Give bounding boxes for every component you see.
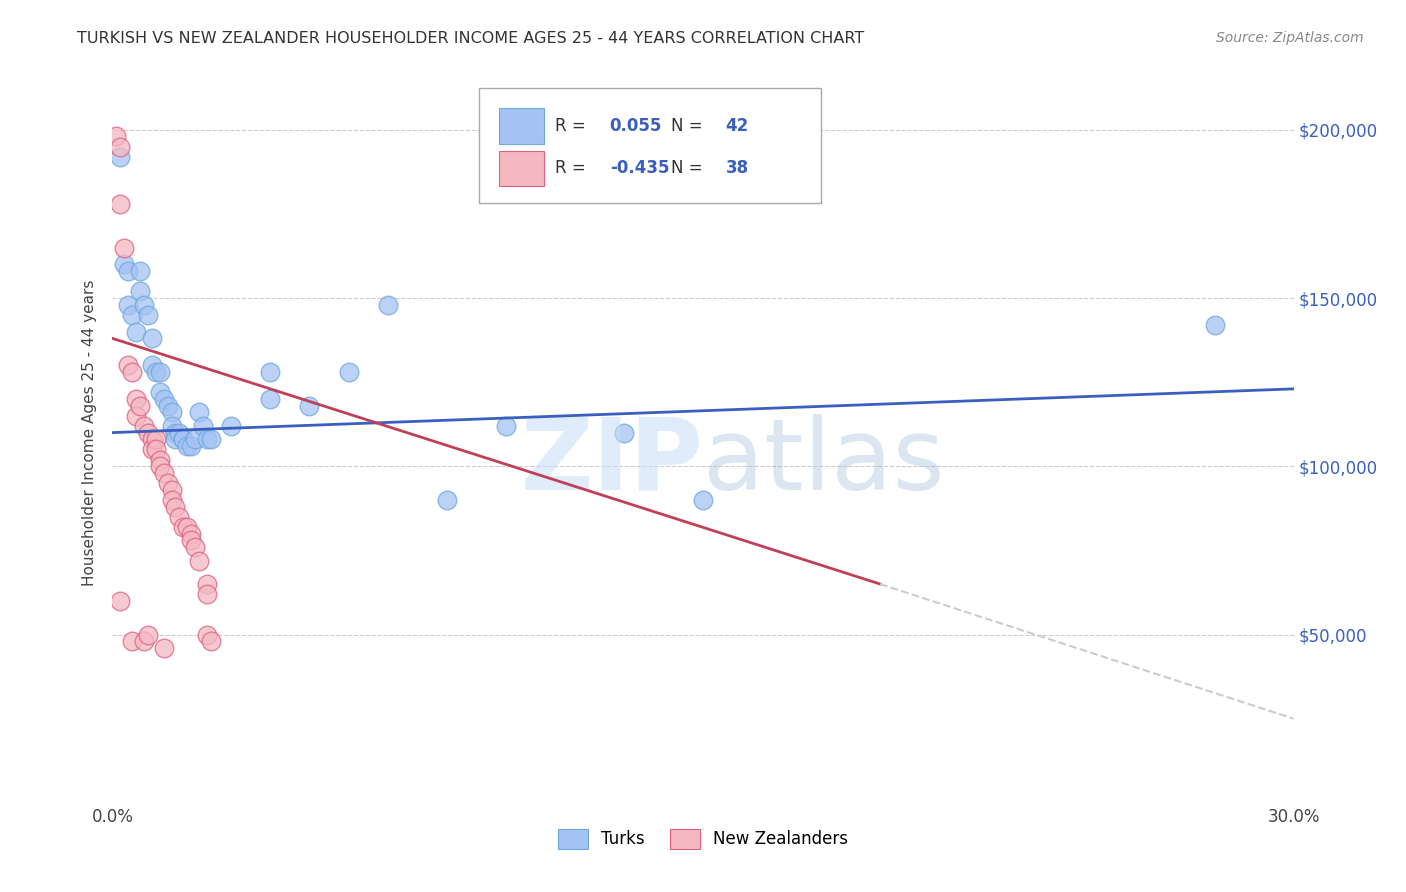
Point [1204,318,1226,332]
Point [125,325,148,339]
Point [495,418,517,433]
Text: -0.435: -0.435 [610,160,669,178]
Point [172,520,194,534]
Point [110,196,132,211]
Point [195,577,218,591]
Point [436,492,458,507]
Point [136,627,159,641]
Text: 42: 42 [725,117,748,135]
Point [112,257,135,271]
Point [141,433,163,447]
Point [165,425,187,440]
Point [156,476,179,491]
Point [188,553,211,567]
Point [145,433,167,447]
Point [125,409,148,423]
FancyBboxPatch shape [478,88,821,203]
Point [145,365,167,379]
Point [110,139,132,153]
Point [160,492,183,507]
Point [110,150,132,164]
Point [169,425,191,440]
Point [613,425,636,440]
Point [180,533,202,548]
FancyBboxPatch shape [499,108,544,144]
Text: TURKISH VS NEW ZEALANDER HOUSEHOLDER INCOME AGES 25 - 44 YEARS CORRELATION CHART: TURKISH VS NEW ZEALANDER HOUSEHOLDER INC… [77,31,865,46]
Point [112,240,135,255]
Point [132,634,155,648]
Point [172,433,194,447]
Point [180,439,202,453]
Point [141,331,163,345]
Point [195,627,218,641]
Point [156,399,179,413]
Text: R =: R = [555,160,592,178]
Text: ZIP: ZIP [520,414,703,511]
Point [200,433,222,447]
Text: 0.055: 0.055 [610,117,662,135]
Point [191,418,214,433]
Point [129,264,152,278]
Point [195,433,218,447]
Point [149,452,172,467]
Point [110,594,132,608]
Point [129,399,152,413]
Point [176,439,198,453]
Point [200,634,222,648]
Point [195,587,218,601]
Point [165,500,187,514]
Point [129,285,152,299]
Text: Source: ZipAtlas.com: Source: ZipAtlas.com [1216,31,1364,45]
Point [169,509,191,524]
Point [184,433,207,447]
Point [141,359,163,373]
Point [337,365,360,379]
Text: 38: 38 [725,160,748,178]
Text: R =: R = [555,117,592,135]
Point [132,298,155,312]
Point [132,418,155,433]
Point [188,405,211,419]
Point [121,308,143,322]
Point [160,418,183,433]
Point [176,520,198,534]
Point [149,459,172,474]
Point [117,264,139,278]
Text: atlas: atlas [703,414,945,511]
Point [160,483,183,497]
Y-axis label: Householder Income Ages 25 - 44 years: Householder Income Ages 25 - 44 years [82,279,97,586]
Point [259,392,281,406]
Point [259,365,281,379]
Point [117,298,139,312]
Point [117,359,139,373]
Point [377,298,399,312]
Point [165,433,187,447]
Point [172,433,194,447]
Point [160,405,183,419]
Text: N =: N = [671,160,709,178]
Point [219,418,242,433]
Point [180,526,202,541]
Point [136,425,159,440]
Point [105,129,128,144]
Point [152,466,174,480]
Point [298,399,321,413]
Point [149,365,172,379]
Legend: Turks, New Zealanders: Turks, New Zealanders [550,821,856,857]
Point [121,634,143,648]
Point [149,385,172,400]
Point [125,392,148,406]
Point [145,442,167,457]
Point [184,540,207,554]
Point [692,492,714,507]
FancyBboxPatch shape [499,151,544,186]
Point [152,392,174,406]
Text: N =: N = [671,117,709,135]
Point [152,640,174,655]
Point [121,365,143,379]
Point [136,308,159,322]
Point [141,442,163,457]
